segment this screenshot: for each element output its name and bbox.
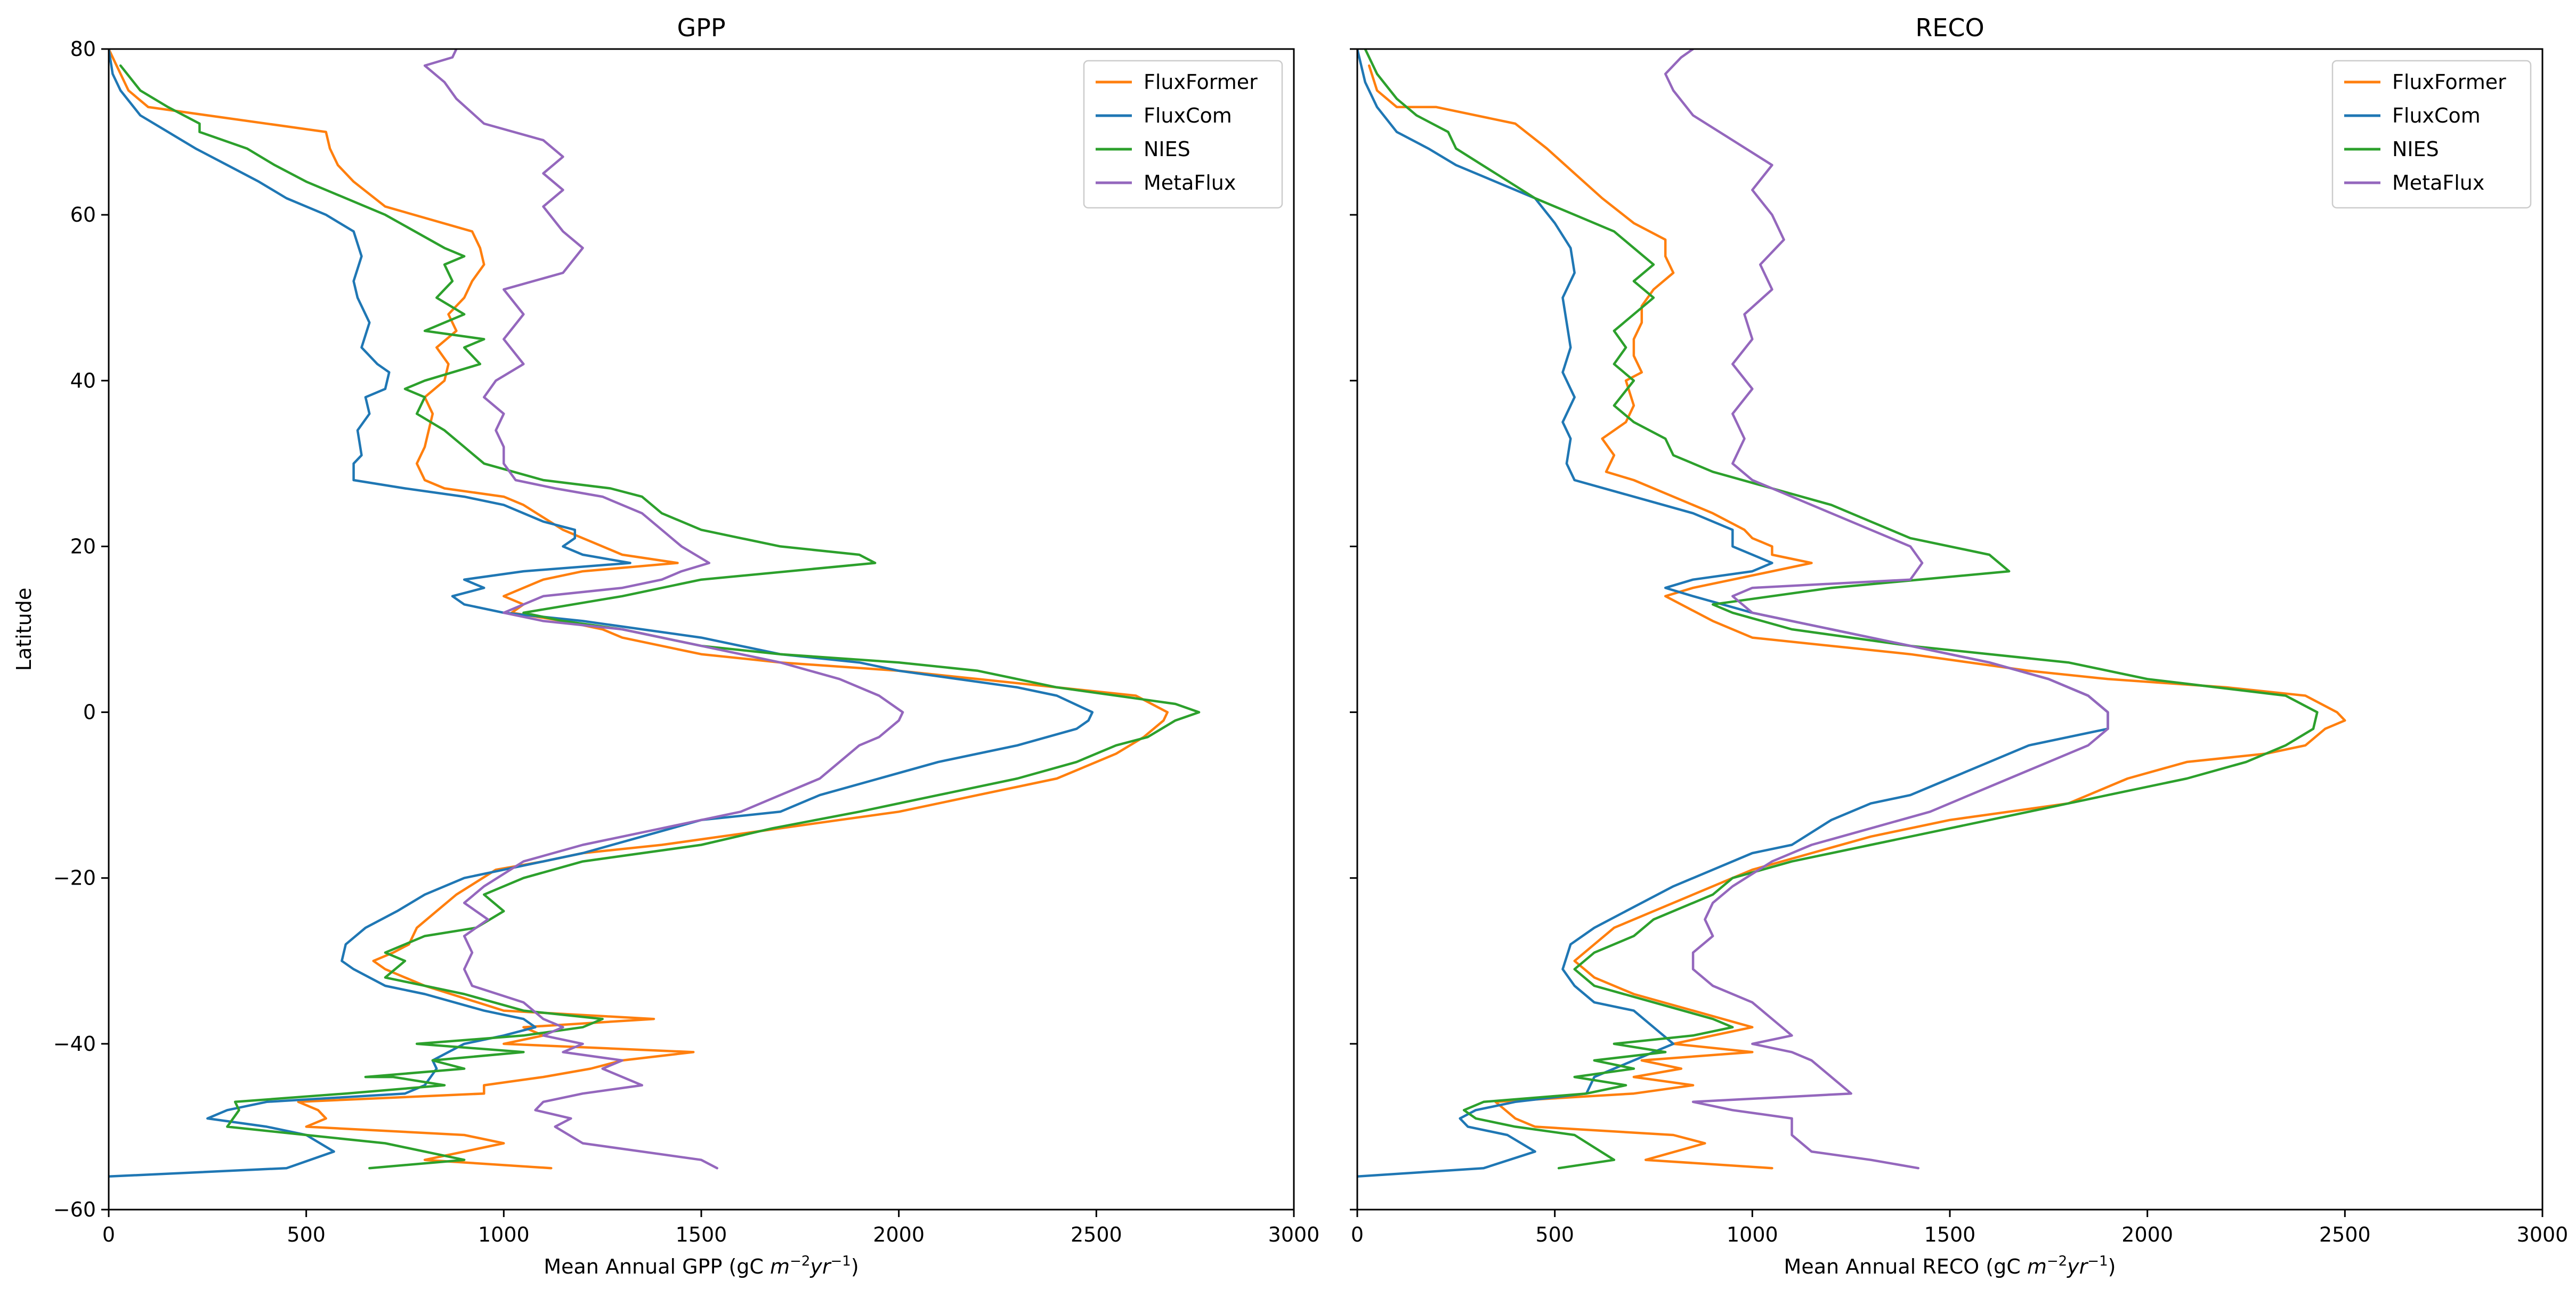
gpp-panel: 0 500 1000 1500 2000 2500 3000 −60 −40 −20 0 20 40 6… [12,13,1319,1278]
gpp-y-tick-label: 80 [70,37,96,61]
gpp-series-fluxformer [109,49,1169,1170]
gpp-legend-label-metaflux: MetaFlux [1144,171,1236,194]
gpp-series-fluxcom [109,49,1094,1178]
reco-x-tick-label: 0 [1351,1223,1364,1246]
gpp-x-ticks: 0 500 1000 1500 2000 2500 3000 [102,1210,1319,1246]
reco-series-lines [1357,49,2346,1178]
gpp-x-tick-label: 1000 [478,1223,530,1246]
reco-x-tick-label: 500 [1535,1223,1574,1246]
reco-x-axis-label: Mean Annual RECO (gC m−2yr−1) [1784,1253,2116,1278]
reco-x-tick-label: 1000 [1727,1223,1778,1246]
gpp-y-tick-label: 60 [70,203,96,226]
gpp-legend-box [1083,60,1283,209]
gpp-series-lines [109,49,1201,1178]
gpp-title: GPP [677,13,725,42]
reco-x-tick-label: 2000 [2121,1223,2173,1246]
reco-x-tick-label: 1500 [1924,1223,1976,1246]
reco-legend-label-metaflux: MetaFlux [2392,171,2484,194]
reco-series-fluxformer [1367,64,2346,1170]
gpp-y-ticks: −60 −40 −20 0 20 40 60 80 [53,37,109,1221]
gpp-legend-label-nies: NIES [1144,137,1190,161]
reco-legend: FluxFormer FluxCom NIES MetaFlux [2331,60,2532,209]
reco-legend-label-fluxformer: FluxFormer [2392,70,2506,94]
gpp-x-axis-label: Mean Annual GPP (gC m−2yr−1) [544,1253,858,1278]
gpp-axes-frame [108,48,1295,1211]
gpp-y-tick-label: 40 [70,369,96,392]
gpp-x-tick-label: 1500 [676,1223,727,1246]
gpp-series-nies [119,64,1201,1170]
gpp-y-tick-label: −20 [53,866,96,890]
gpp-legend-label-fluxcom: FluxCom [1144,104,1232,127]
reco-x-ticks: 0 500 1000 1500 2000 2500 3000 [1351,1210,2568,1246]
reco-legend-label-nies: NIES [2392,137,2439,161]
gpp-x-tick-label: 3000 [1268,1223,1320,1246]
reco-legend-label-fluxcom: FluxCom [2392,104,2481,127]
reco-axes-frame [1356,48,2543,1211]
reco-series-metaflux [1664,49,2109,1170]
gpp-x-tick-label: 2000 [873,1223,925,1246]
reco-legend-box [2331,60,2532,209]
gpp-y-tick-label: 20 [70,534,96,558]
reco-y-ticks [1350,48,1357,1211]
gpp-x-tick-label: 0 [102,1223,115,1246]
gpp-y-tick-label: −60 [53,1198,96,1221]
gpp-legend-label-fluxformer: FluxFormer [1144,70,1258,94]
reco-panel: 0 500 1000 1500 2000 2500 3000 RECO Mean Annua… [1350,13,2568,1278]
gpp-y-tick-label: −40 [53,1032,96,1056]
reco-title: RECO [1915,13,1984,42]
reco-series-nies [1364,49,2319,1170]
gpp-x-tick-label: 500 [287,1223,326,1246]
reco-x-tick-label: 3000 [2517,1223,2569,1246]
gpp-series-metaflux [423,49,904,1170]
gpp-y-axis-label: Latitude [12,588,36,671]
reco-x-tick-label: 2500 [2319,1223,2371,1246]
gpp-legend: FluxFormer FluxCom NIES MetaFlux [1083,60,1283,209]
gpp-x-tick-label: 2500 [1071,1223,1122,1246]
gpp-y-tick-label: 0 [83,701,96,724]
